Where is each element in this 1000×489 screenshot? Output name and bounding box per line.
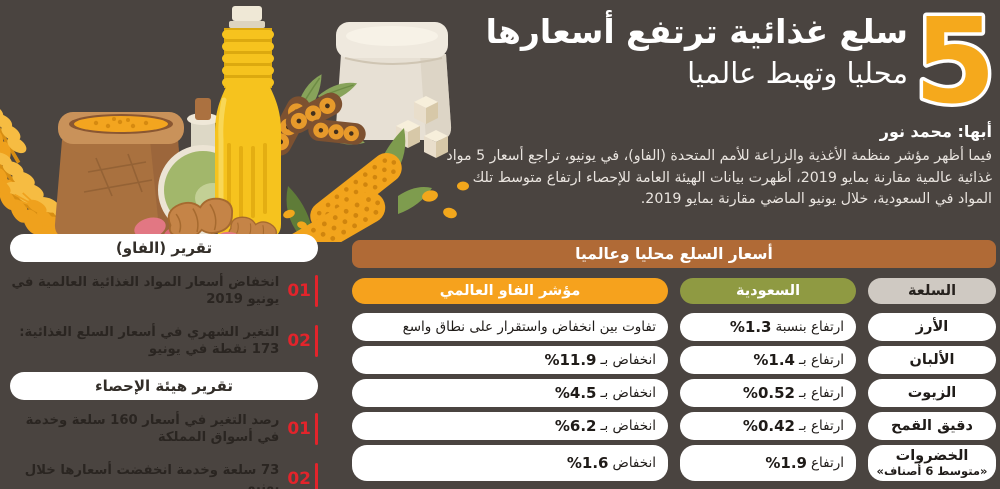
column-header-saudi: السعودية xyxy=(680,278,856,304)
commodity-name: الأرز xyxy=(915,318,949,335)
commodity-cell: الخضروات «متوسط 6 أصناف» xyxy=(868,445,996,481)
item-number: 02 xyxy=(287,331,311,351)
sidebar: تقرير (الفاو) 01 انخفاض أسعار المواد الغ… xyxy=(10,234,318,489)
value-text: تفاوت بين انخفاض واستقرار على نطاق واسع xyxy=(402,319,656,335)
value-text: ارتفاع بـ xyxy=(798,418,844,434)
commodity-cell: الأرز xyxy=(868,313,996,341)
value-number: %0.52 xyxy=(742,384,795,402)
red-rule xyxy=(315,463,318,489)
value-number: %1.6 xyxy=(566,453,609,472)
value-number: %4.5 xyxy=(554,384,597,402)
saudi-value-cell: ارتفاع بـ %1.4 xyxy=(680,346,856,374)
sugar-cubes-icon xyxy=(396,96,448,158)
value-number: %1.9 xyxy=(765,453,807,472)
value-number: %1.4 xyxy=(753,351,795,369)
page-title-line1: سلع غذائية ترتفع أسعارها xyxy=(485,12,908,51)
red-rule xyxy=(315,275,318,307)
saudi-value-cell: ارتفاع %1.9 xyxy=(680,445,856,481)
value-text: انخفاض بـ xyxy=(600,418,657,434)
list-item: 02 73 سلعة وخدمة انخفضت أسعارها خلال يون… xyxy=(10,458,318,489)
flour-sack-icon xyxy=(335,22,452,140)
value-text: انخفاض xyxy=(612,454,657,471)
value-number: %11.9 xyxy=(544,351,597,369)
title-block: 5 سلع غذائية ترتفع أسعارها محليا وتهبط ع… xyxy=(486,4,994,116)
column-header-commodity: السلعة xyxy=(868,278,996,304)
commodity-name: الخضروات xyxy=(895,448,969,464)
saudi-value-cell: ارتفاع بنسبة %1.3 xyxy=(680,313,856,341)
commodity-cell: الزيوت xyxy=(868,379,996,407)
commodity-cell: الألبان xyxy=(868,346,996,374)
value-text: ارتفاع xyxy=(810,454,844,471)
value-text: ارتفاع بنسبة xyxy=(775,319,844,335)
fao-value-cell: انخفاض بـ %11.9 xyxy=(352,346,668,374)
statistics-report-header: تقرير هيئة الإحصاء xyxy=(10,372,318,400)
commodity-note: «متوسط 6 أصناف» xyxy=(876,463,988,478)
fao-value-cell: انخفاض %1.6 xyxy=(352,445,668,481)
red-rule xyxy=(315,325,318,357)
commodity-name: الزيوت xyxy=(907,384,957,401)
commodity-name: الألبان xyxy=(909,351,955,368)
item-number: 01 xyxy=(287,419,311,439)
oil-bottle-icon xyxy=(215,6,281,238)
fao-value-cell: انخفاض بـ %4.5 xyxy=(352,379,668,407)
value-text: انخفاض بـ xyxy=(600,352,657,368)
byline: أبها: محمد نور xyxy=(879,122,992,141)
item-text: رصد التغير في أسعار 160 سلعة وخدمة في أس… xyxy=(25,412,280,445)
fao-value-cell: انخفاض بـ %6.2 xyxy=(352,412,668,440)
commodity-cell: دقيق القمح xyxy=(868,412,996,440)
saudi-value-cell: ارتفاع بـ %0.42 xyxy=(680,412,856,440)
item-number: 01 xyxy=(287,281,311,301)
column-header-fao: مؤشر الفاو العالمي xyxy=(352,278,668,304)
value-number: %1.3 xyxy=(729,318,772,336)
table-title: أسعار السلع محليا وعالميا xyxy=(352,240,996,268)
big-number-text: 5 xyxy=(916,4,994,116)
value-number: %6.2 xyxy=(554,417,597,435)
item-text: انخفاض أسعار المواد الغذائية العالمية في… xyxy=(11,274,280,307)
item-text: 73 سلعة وخدمة انخفضت أسعارها خلال يونيو xyxy=(24,462,280,489)
list-item: 02 التغير الشهري في أسعار السلع الغذائية… xyxy=(10,320,318,362)
saudi-value-cell: ارتفاع بـ %0.52 xyxy=(680,379,856,407)
value-text: انخفاض بـ xyxy=(600,385,657,401)
page-title-line2: محليا وتهبط عالميا xyxy=(687,55,908,90)
value-text: ارتفاع بـ xyxy=(798,385,844,401)
big-number-5: 5 xyxy=(916,4,994,116)
fao-report-header: تقرير (الفاو) xyxy=(10,234,318,262)
grains-icon xyxy=(283,181,469,229)
list-item: 01 انخفاض أسعار المواد الغذائية العالمية… xyxy=(10,270,318,312)
table-grid: السلعة السعودية مؤشر الفاو العالمي الأرز… xyxy=(352,278,996,481)
commodity-name: دقيق القمح xyxy=(891,417,973,434)
item-number: 02 xyxy=(287,469,311,489)
food-illustration xyxy=(0,6,469,242)
fao-value-cell: تفاوت بين انخفاض واستقرار على نطاق واسع xyxy=(352,313,668,341)
red-rule xyxy=(315,413,318,445)
value-number: %0.42 xyxy=(742,417,795,435)
item-text: التغير الشهري في أسعار السلع الغذائية: 1… xyxy=(19,324,280,357)
list-item: 01 رصد التغير في أسعار 160 سلعة وخدمة في… xyxy=(10,408,318,450)
prices-table: أسعار السلع محليا وعالميا السلعة السعودي… xyxy=(352,240,996,481)
value-text: ارتفاع بـ xyxy=(798,352,844,368)
intro-paragraph: فيما أظهر مؤشر منظمة الأغذية والزراعة لل… xyxy=(446,148,992,208)
